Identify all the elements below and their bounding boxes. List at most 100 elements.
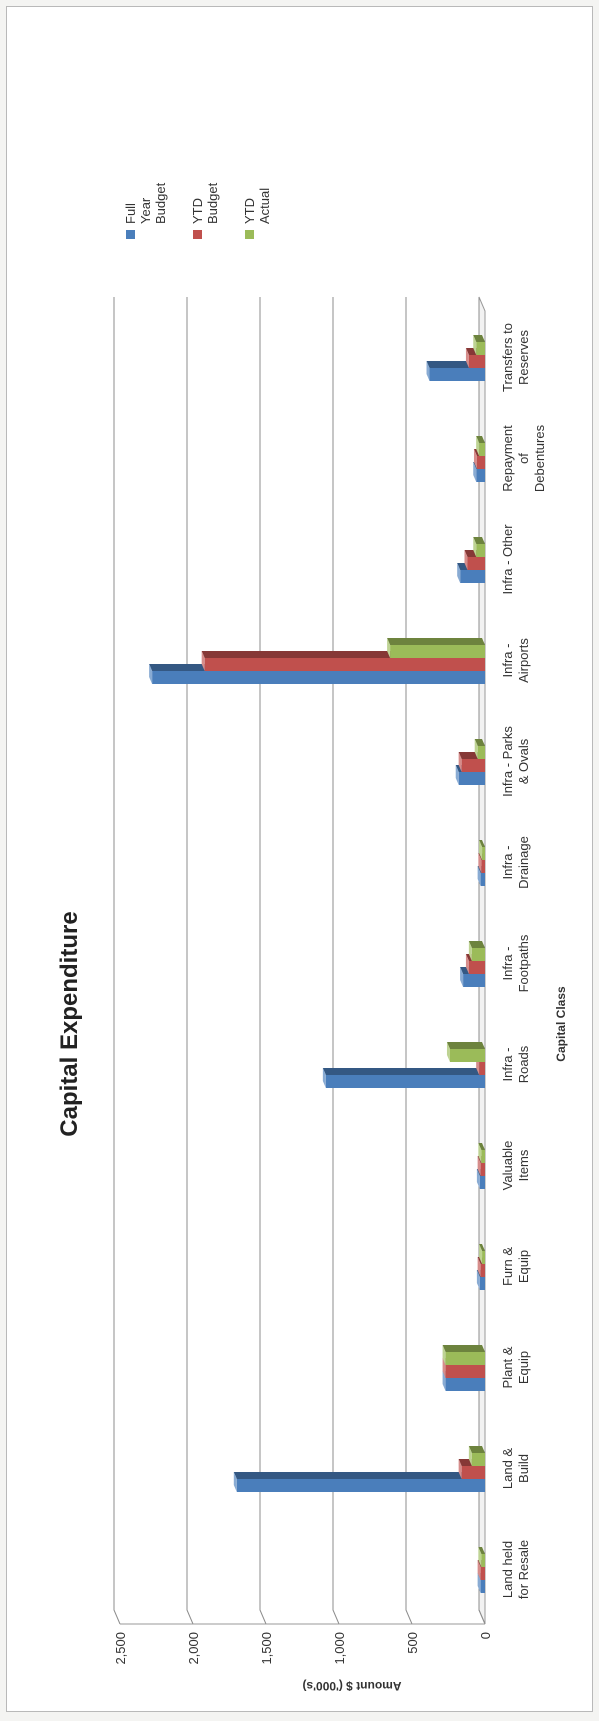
bar bbox=[476, 436, 486, 456]
gridline bbox=[405, 297, 413, 1625]
bar bbox=[479, 1244, 485, 1264]
y-tick-label: 1,000 bbox=[332, 1632, 347, 1665]
chart-frame: 0 500 1,000 1,500 2,000 2,500 Capital Expendi… bbox=[6, 6, 593, 1712]
bar-front bbox=[463, 974, 486, 987]
legend-item: YTDActual bbox=[242, 188, 272, 239]
x-category-line: Infra - Other bbox=[500, 524, 515, 595]
gridline bbox=[478, 297, 486, 1625]
bar-side bbox=[474, 739, 485, 746]
x-axis-title: Capital Class bbox=[554, 986, 568, 1062]
bars bbox=[149, 335, 486, 1593]
x-category-label: Infra -Airports bbox=[500, 638, 531, 683]
bar-top bbox=[477, 866, 481, 886]
y-tick-label: 2,500 bbox=[113, 1632, 128, 1665]
bar-top bbox=[460, 967, 464, 987]
bar-front bbox=[152, 671, 485, 684]
x-category-label: Furn &Equip bbox=[500, 1247, 531, 1286]
x-category-line: Valuable bbox=[500, 1141, 515, 1191]
bar-side bbox=[476, 436, 485, 443]
bar-side bbox=[479, 1244, 485, 1251]
x-category-line: Furn & bbox=[500, 1247, 515, 1286]
bar-front bbox=[480, 1567, 485, 1580]
x-category-line: Transfers to bbox=[500, 323, 515, 392]
bar-front bbox=[204, 658, 485, 671]
bar-front bbox=[460, 570, 485, 583]
y-axis-title: Amount $ ('000's) bbox=[302, 1679, 401, 1693]
bar-top bbox=[464, 550, 468, 570]
bar-front bbox=[480, 1580, 485, 1593]
bar-top bbox=[478, 853, 482, 873]
bar-top bbox=[458, 1459, 462, 1479]
x-category-label: Land &Build bbox=[500, 1448, 531, 1490]
chart-title: Capital Expenditure bbox=[56, 911, 83, 1136]
bar bbox=[233, 1472, 485, 1492]
legend-line: YTD bbox=[190, 198, 205, 224]
x-category-label: Infra - Other bbox=[500, 524, 515, 595]
bar-top bbox=[474, 739, 478, 759]
bar bbox=[478, 1143, 486, 1163]
legend-label: YTDBudget bbox=[190, 182, 220, 224]
x-category-label: RepaymentofDebentures bbox=[500, 424, 547, 492]
bar-front bbox=[479, 443, 486, 456]
bar-top bbox=[442, 1358, 446, 1378]
legend-line: Budget bbox=[205, 182, 220, 224]
x-category-line: Infra - Parks bbox=[500, 726, 515, 797]
bar-top bbox=[442, 1345, 446, 1365]
x-category-line: Infra - bbox=[500, 947, 515, 981]
x-category-line: Reserves bbox=[516, 330, 531, 385]
bar-top bbox=[473, 537, 477, 557]
bar-front bbox=[458, 772, 486, 785]
x-category-line: Footpaths bbox=[516, 934, 531, 992]
gridline bbox=[259, 297, 267, 1625]
bar-side bbox=[446, 1042, 485, 1049]
bar-side bbox=[478, 1143, 485, 1150]
bar-front bbox=[482, 1251, 485, 1264]
x-category-line: Airports bbox=[516, 638, 531, 683]
bar-side bbox=[468, 941, 485, 948]
gridline bbox=[113, 297, 121, 1625]
x-category-label: Infra -Drainage bbox=[500, 836, 531, 889]
bar-top bbox=[473, 462, 477, 482]
legend-item: YTDBudget bbox=[190, 182, 220, 239]
bar-top bbox=[201, 651, 205, 671]
bar-top bbox=[479, 840, 483, 860]
bar-top bbox=[233, 1472, 237, 1492]
bar-front bbox=[476, 456, 486, 469]
rotated-chart: 0 500 1,000 1,500 2,000 2,500 Capital Expendi… bbox=[15, 14, 585, 1704]
legend-line: Budget bbox=[153, 182, 168, 224]
bar-front bbox=[449, 1049, 485, 1062]
x-category-line: Debentures bbox=[532, 424, 547, 492]
legend-line: Year bbox=[138, 197, 153, 224]
bar-top bbox=[476, 1169, 480, 1189]
bar-top bbox=[465, 954, 469, 974]
x-category-line: Infra - bbox=[500, 846, 515, 880]
x-category-line: of bbox=[516, 453, 531, 464]
x-category-line: Land held bbox=[500, 1541, 515, 1598]
bar-side bbox=[473, 335, 485, 342]
bar bbox=[473, 335, 485, 355]
bar-front bbox=[481, 1554, 486, 1567]
x-category-line: Drainage bbox=[516, 836, 531, 889]
bar-side bbox=[233, 1472, 485, 1479]
legend-swatch bbox=[193, 230, 202, 239]
bar-front bbox=[479, 1062, 486, 1075]
x-category-label: Transfers toReserves bbox=[500, 323, 531, 392]
legend-label: YTDActual bbox=[242, 188, 272, 224]
legend-line: YTD bbox=[242, 198, 257, 224]
bar-top bbox=[468, 941, 472, 961]
bar-top bbox=[457, 563, 461, 583]
bar-front bbox=[480, 1264, 485, 1277]
bar-front bbox=[468, 961, 486, 974]
bar-top bbox=[477, 1257, 481, 1277]
bar-front bbox=[480, 1163, 485, 1176]
y-tick-label: 2,000 bbox=[186, 1632, 201, 1665]
x-category-label: Plant &Equip bbox=[500, 1346, 531, 1388]
x-category-line: & Ovals bbox=[516, 738, 531, 784]
bar-top bbox=[479, 1244, 483, 1264]
x-category-line: Infra - bbox=[500, 1048, 515, 1082]
bar-top bbox=[476, 436, 480, 456]
x-category-line: Roads bbox=[516, 1045, 531, 1083]
bar bbox=[446, 1042, 485, 1062]
bar bbox=[479, 840, 485, 860]
